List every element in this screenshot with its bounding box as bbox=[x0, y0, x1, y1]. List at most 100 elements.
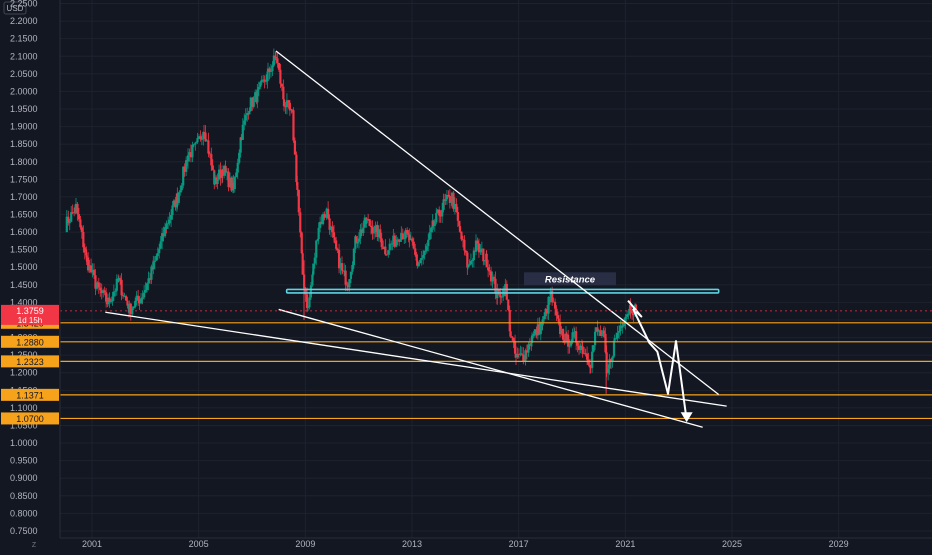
level-price-tag[interactable] bbox=[1, 388, 59, 401]
candle-body bbox=[612, 340, 616, 357]
candle-body bbox=[597, 330, 601, 332]
candle-body bbox=[407, 233, 410, 235]
candle-body bbox=[266, 68, 270, 72]
y-tick-label: 1.0500 bbox=[10, 420, 38, 430]
projection-arrowhead bbox=[680, 412, 693, 423]
candle-body bbox=[176, 193, 179, 203]
candle-body bbox=[254, 92, 257, 98]
candle-body bbox=[605, 352, 608, 374]
candle-body bbox=[269, 71, 273, 73]
timezone-icon[interactable]: Z bbox=[32, 542, 37, 549]
candle-body bbox=[569, 342, 573, 346]
candle-body bbox=[414, 248, 417, 255]
candle-body bbox=[627, 313, 630, 315]
candle-body bbox=[276, 58, 279, 63]
candle-body bbox=[263, 79, 266, 82]
y-axis-panel[interactable] bbox=[0, 0, 60, 550]
candle-body bbox=[436, 209, 439, 213]
candle-body bbox=[532, 333, 535, 336]
candle-body bbox=[594, 327, 598, 332]
candle-body bbox=[179, 190, 182, 193]
candle-body bbox=[527, 344, 530, 353]
candle-body bbox=[288, 102, 291, 111]
y-tick-label: 2.1500 bbox=[10, 34, 38, 44]
candle-body bbox=[507, 299, 510, 310]
candle-body bbox=[494, 278, 497, 294]
candle-body bbox=[345, 284, 349, 286]
candle-body bbox=[363, 217, 366, 228]
candle-body bbox=[315, 240, 318, 258]
x-tick-label: 2029 bbox=[829, 539, 849, 549]
candle-body bbox=[621, 326, 624, 328]
candle-body bbox=[290, 109, 294, 111]
candle-body bbox=[316, 239, 319, 241]
candle-body bbox=[596, 327, 599, 332]
y-tick-label: 1.5500 bbox=[10, 245, 38, 255]
candle-body bbox=[395, 239, 398, 247]
currency-badge[interactable] bbox=[3, 1, 27, 15]
candle-body bbox=[471, 260, 474, 261]
candle-body bbox=[272, 55, 275, 66]
candle-body bbox=[604, 333, 607, 353]
candle-body bbox=[68, 221, 71, 224]
level-price-tag[interactable] bbox=[1, 412, 59, 425]
candle-body bbox=[559, 321, 562, 334]
candle-body bbox=[422, 255, 425, 258]
candle-body bbox=[274, 56, 278, 59]
candle-body bbox=[565, 333, 568, 335]
y-tick-label: 1.4000 bbox=[10, 297, 38, 307]
candle-body bbox=[599, 330, 602, 336]
candle-body bbox=[251, 97, 254, 107]
candle-body bbox=[249, 97, 252, 111]
candle-body bbox=[447, 194, 450, 197]
last-price-tag[interactable] bbox=[1, 304, 59, 325]
candle-body bbox=[259, 82, 262, 87]
candle-body bbox=[202, 131, 205, 140]
candle-body bbox=[76, 203, 79, 215]
candle-body bbox=[538, 324, 541, 335]
y-tick-label: 1.9500 bbox=[10, 104, 38, 114]
candle-body bbox=[94, 275, 97, 289]
candle-body bbox=[476, 240, 479, 244]
candle-body bbox=[539, 323, 542, 335]
candle-body bbox=[243, 120, 246, 125]
x-tick-label: 2001 bbox=[82, 539, 102, 549]
candle-body bbox=[450, 201, 453, 203]
candle-body bbox=[487, 267, 490, 271]
candle-body bbox=[404, 229, 407, 239]
x-tick-label: 2009 bbox=[295, 539, 315, 549]
candle-body bbox=[138, 299, 141, 304]
candle-body bbox=[520, 353, 523, 355]
candle-body bbox=[167, 223, 170, 225]
candle-body bbox=[580, 345, 584, 347]
trendline[interactable] bbox=[105, 311, 727, 407]
candle-body bbox=[535, 329, 538, 336]
candle-body bbox=[109, 301, 113, 303]
candle-body bbox=[280, 83, 283, 87]
resistance-zone[interactable] bbox=[285, 288, 720, 294]
candle-body bbox=[349, 271, 353, 280]
candle-body bbox=[268, 68, 271, 73]
candle-body bbox=[509, 331, 512, 337]
x-axis-panel[interactable] bbox=[0, 538, 932, 550]
x-tick-label: 2025 bbox=[722, 539, 742, 549]
projection-path[interactable] bbox=[627, 300, 688, 421]
candle-body bbox=[129, 303, 132, 315]
candle-body bbox=[499, 291, 502, 298]
candle-body bbox=[545, 308, 549, 314]
candle-body bbox=[111, 296, 114, 302]
candle-body bbox=[568, 345, 571, 347]
currency-label: USD bbox=[7, 4, 24, 13]
candle-body bbox=[126, 300, 129, 306]
y-tick-label: 0.7500 bbox=[10, 526, 38, 536]
trendline[interactable] bbox=[275, 50, 720, 396]
candle-body bbox=[530, 342, 533, 346]
candle-body bbox=[589, 367, 592, 369]
level-price-tag[interactable] bbox=[1, 335, 59, 348]
candle-body bbox=[333, 237, 336, 241]
candle-body bbox=[100, 290, 103, 294]
trendline[interactable] bbox=[278, 308, 703, 428]
candle-body bbox=[360, 229, 363, 234]
level-price-tag[interactable] bbox=[1, 355, 59, 368]
